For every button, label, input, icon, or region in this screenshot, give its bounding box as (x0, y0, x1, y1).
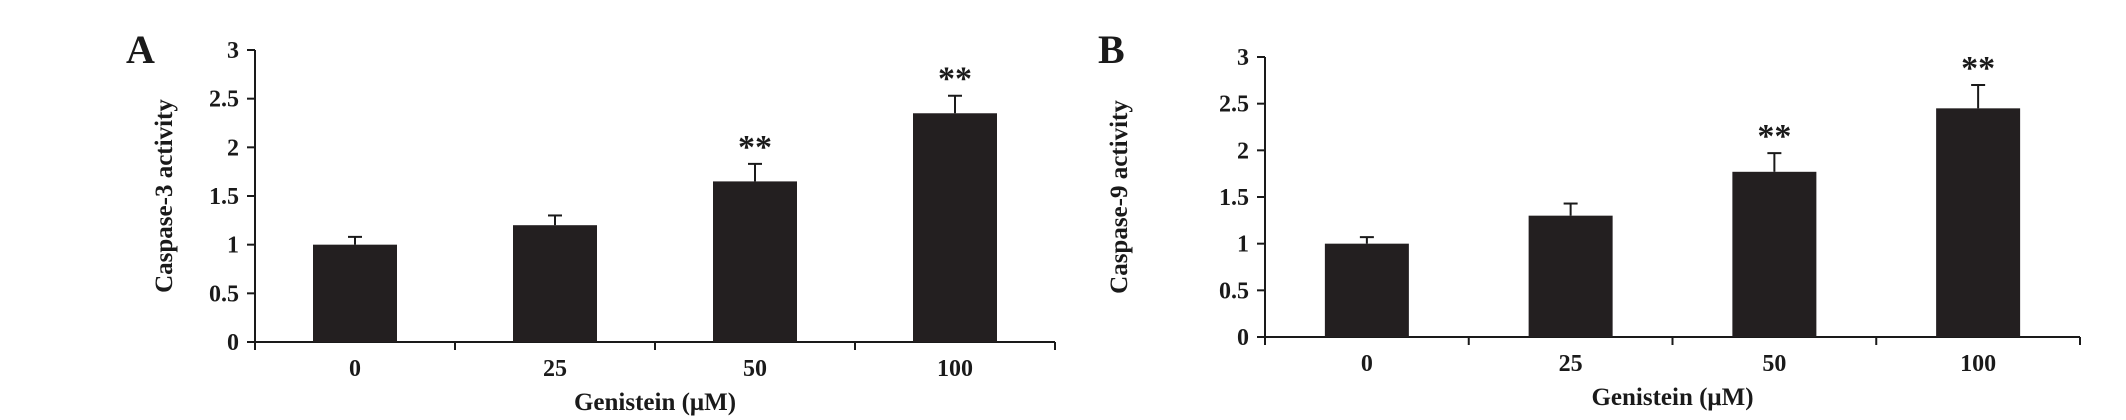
bar (1936, 108, 2021, 337)
y-tick-label: 3 (1237, 45, 1249, 71)
x-tick-label: 25 (1559, 351, 1583, 377)
significance-label: ** (938, 61, 972, 98)
x-tick-label: 100 (1960, 351, 1996, 377)
significance-label: ** (738, 129, 772, 166)
y-tick-label: 3 (227, 38, 239, 64)
significance-label: ** (1961, 50, 1995, 87)
caspase-9-bar-chart: 0 0.5 1 1.5 2 2.5 3 0 25 ** 50 ** 100 Genistein (μM) C… (1106, 45, 2081, 411)
y-axis-title: Caspase-9 activity (1106, 100, 1133, 294)
y-tick-label: 1 (1237, 232, 1249, 258)
x-axis-title: Genistein (μM) (1591, 384, 1753, 411)
chart-panel-a: A 0 0.5 1 1.5 2 2.5 3 0 25 ** 50 ** 100 Genistein (μM… (126, 27, 1056, 416)
y-tick-label: 2 (227, 135, 239, 161)
bar (713, 181, 797, 342)
y-axis-title: Caspase-3 activity (151, 99, 178, 293)
bar (913, 113, 997, 343)
bar (1324, 243, 1409, 337)
x-tick-label: 100 (937, 356, 973, 382)
y-tick-label: 1.5 (1219, 185, 1249, 211)
chart-panel-b: B 0 0.5 1 1.5 2 2.5 3 0 25 ** 50 ** 100 Genistein (μM… (1080, 0, 2126, 420)
y-tick-label: 2.5 (1219, 92, 1249, 118)
bar (1732, 171, 1817, 337)
caspase-3-bar-chart: 0 0.5 1 1.5 2 2.5 3 0 25 ** 50 ** 100 Genistein (μM) C… (151, 38, 1056, 416)
y-tick-label: 0 (1237, 325, 1249, 351)
y-tick-label: 1 (227, 233, 239, 259)
bar (313, 244, 397, 342)
y-tick-label: 0.5 (1219, 278, 1249, 304)
y-tick-label: 2.5 (209, 87, 239, 113)
y-tick-label: 2 (1237, 138, 1249, 164)
y-tick-label: 0 (227, 330, 239, 356)
panel-label-a: A (126, 27, 155, 72)
x-tick-label: 50 (1762, 351, 1786, 377)
x-tick-label: 50 (743, 356, 767, 382)
significance-label: ** (1757, 118, 1791, 155)
bar (1528, 215, 1613, 337)
y-tick-label: 1.5 (209, 184, 239, 210)
y-tick-label: 0.5 (209, 281, 239, 307)
x-tick-label: 25 (543, 356, 567, 382)
panel-label-b: B (1098, 27, 1125, 72)
x-tick-label: 0 (349, 356, 361, 382)
x-tick-label: 0 (1361, 351, 1373, 377)
x-axis-title: Genistein (μM) (574, 389, 736, 416)
bar (513, 225, 597, 342)
